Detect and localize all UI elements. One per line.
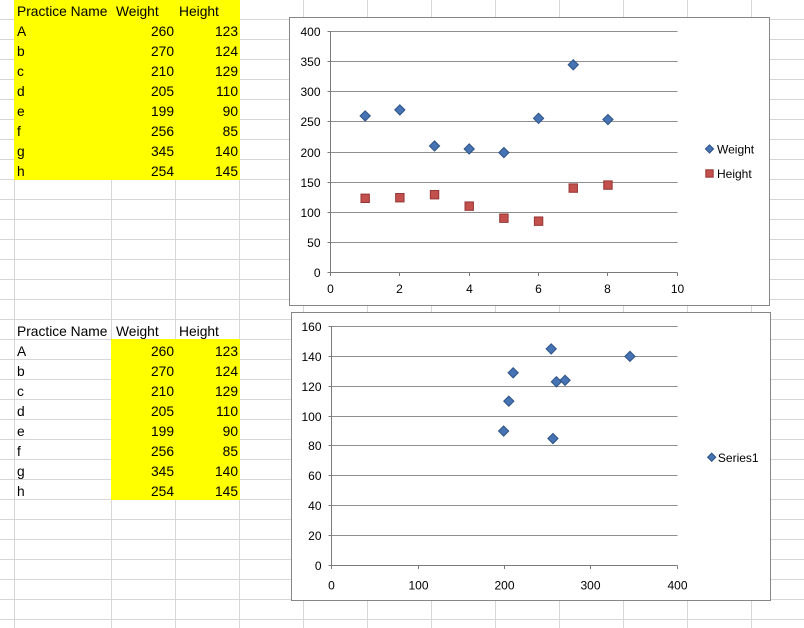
svg-text:2: 2 (396, 282, 403, 296)
svg-text:200: 200 (300, 146, 320, 160)
svg-text:Weight: Weight (717, 143, 755, 157)
svg-text:250: 250 (300, 115, 320, 129)
svg-text:120: 120 (301, 380, 321, 394)
svg-text:0: 0 (328, 578, 335, 592)
svg-text:Height: Height (717, 167, 752, 181)
svg-text:4: 4 (466, 282, 473, 296)
svg-text:80: 80 (308, 439, 322, 453)
svg-text:100: 100 (408, 578, 428, 592)
svg-text:100: 100 (300, 206, 320, 220)
svg-text:400: 400 (300, 25, 320, 39)
svg-text:0: 0 (314, 266, 321, 280)
svg-text:350: 350 (300, 55, 320, 69)
svg-text:40: 40 (308, 499, 322, 513)
svg-text:300: 300 (300, 85, 320, 99)
svg-text:8: 8 (604, 282, 611, 296)
svg-text:100: 100 (301, 410, 321, 424)
svg-text:150: 150 (300, 176, 320, 190)
svg-text:6: 6 (535, 282, 542, 296)
svg-text:20: 20 (308, 529, 322, 543)
svg-text:60: 60 (308, 469, 322, 483)
svg-text:0: 0 (327, 282, 334, 296)
svg-text:200: 200 (494, 578, 514, 592)
svg-text:160: 160 (301, 320, 321, 334)
svg-text:50: 50 (307, 236, 321, 250)
svg-text:400: 400 (667, 578, 687, 592)
svg-text:Series1: Series1 (718, 451, 759, 465)
svg-text:300: 300 (580, 578, 600, 592)
svg-text:0: 0 (315, 559, 322, 573)
svg-text:140: 140 (301, 350, 321, 364)
svg-text:10: 10 (671, 282, 685, 296)
